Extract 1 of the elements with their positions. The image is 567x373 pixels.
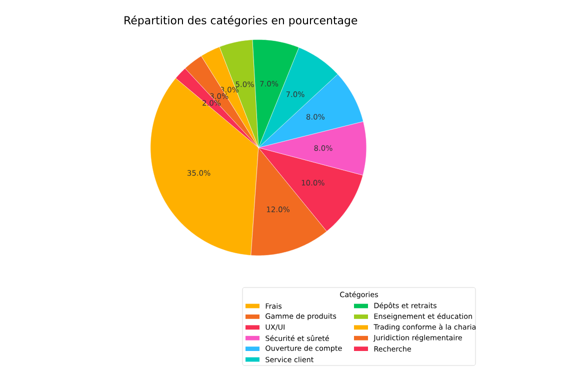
chart-title: Répartition des catégories en pourcentage [124, 15, 358, 27]
